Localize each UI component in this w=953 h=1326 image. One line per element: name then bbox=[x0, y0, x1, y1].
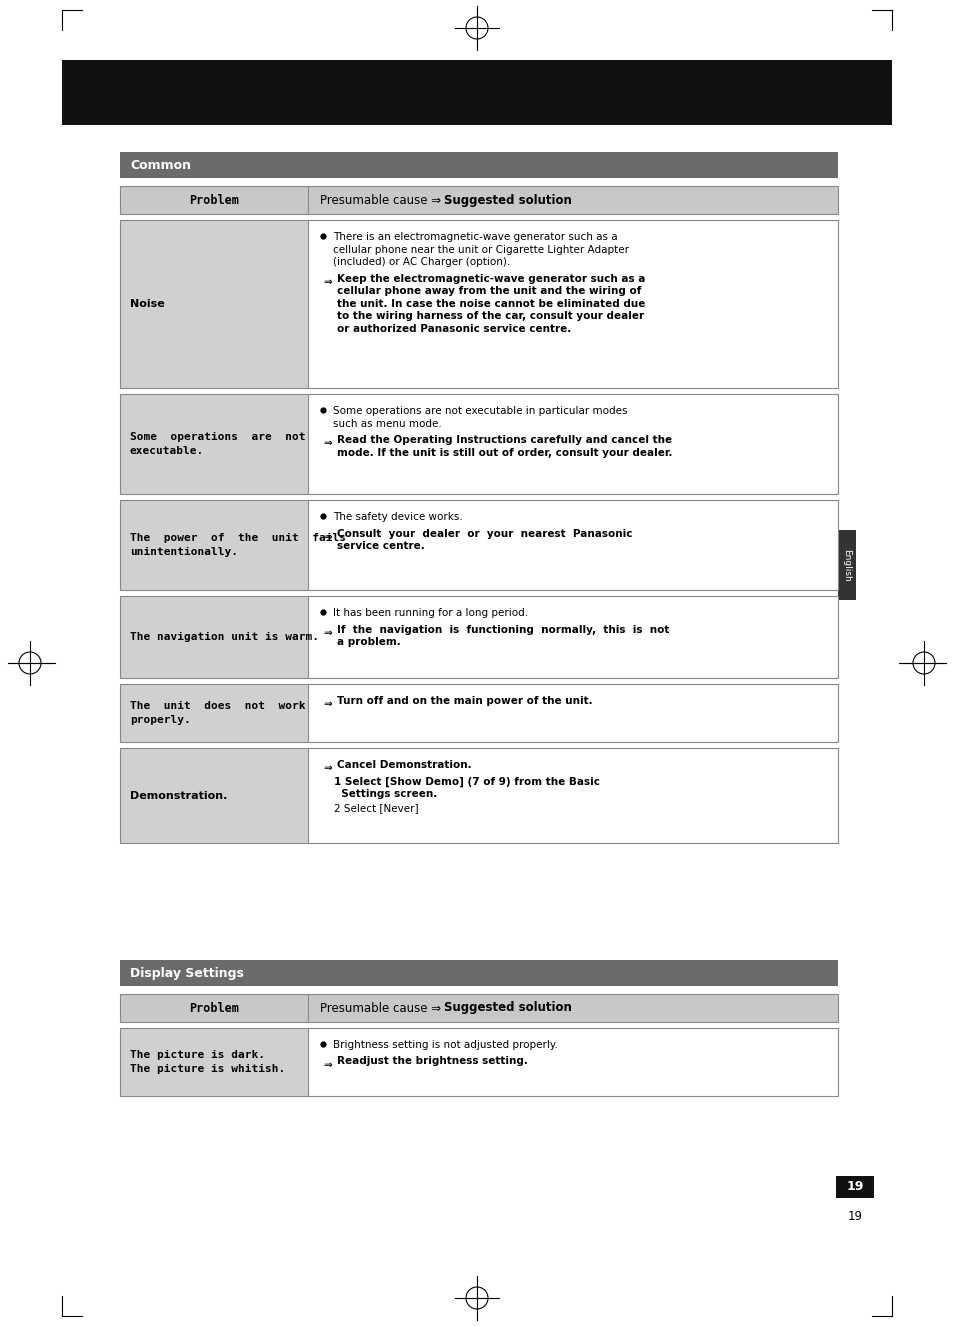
Text: 1 Select [Show Demo] (7 of 9) from the Basic: 1 Select [Show Demo] (7 of 9) from the B… bbox=[334, 777, 599, 786]
Bar bbox=[835, 1176, 873, 1197]
Bar bbox=[120, 595, 308, 678]
Text: Demonstration.: Demonstration. bbox=[130, 790, 227, 801]
Text: Readjust the brightness setting.: Readjust the brightness setting. bbox=[336, 1057, 527, 1066]
Text: Some operations are not executable in particular modes: Some operations are not executable in pa… bbox=[333, 406, 627, 416]
Bar bbox=[120, 1028, 837, 1097]
Text: mode. If the unit is still out of order, consult your dealer.: mode. If the unit is still out of order,… bbox=[336, 447, 672, 457]
Bar bbox=[120, 684, 837, 743]
Text: Problem: Problem bbox=[189, 194, 238, 207]
Bar bbox=[120, 500, 308, 590]
Text: ⇒: ⇒ bbox=[323, 532, 332, 541]
Bar bbox=[120, 994, 837, 1022]
Text: or authorized Panasonic service centre.: or authorized Panasonic service centre. bbox=[336, 324, 571, 334]
Text: The navigation unit is warm.: The navigation unit is warm. bbox=[130, 633, 318, 642]
Text: 19: 19 bbox=[845, 1180, 862, 1193]
Bar bbox=[120, 186, 837, 213]
Text: Turn off and on the main power of the unit.: Turn off and on the main power of the un… bbox=[336, 696, 592, 705]
Text: Display Settings: Display Settings bbox=[130, 967, 244, 980]
Text: such as menu mode.: such as menu mode. bbox=[333, 419, 441, 428]
Text: a problem.: a problem. bbox=[336, 636, 400, 647]
Text: Brightness setting is not adjusted properly.: Brightness setting is not adjusted prope… bbox=[333, 1040, 558, 1050]
Bar bbox=[120, 748, 837, 843]
Text: Keep the electromagnetic-wave generator such as a: Keep the electromagnetic-wave generator … bbox=[336, 273, 644, 284]
Text: cellular phone near the unit or Cigarette Lighter Adapter: cellular phone near the unit or Cigarett… bbox=[333, 244, 628, 255]
Text: If  the  navigation  is  functioning  normally,  this  is  not: If the navigation is functioning normall… bbox=[336, 625, 669, 635]
Bar bbox=[837, 530, 855, 599]
Text: ⇒: ⇒ bbox=[323, 762, 332, 773]
Bar bbox=[120, 500, 837, 590]
Bar bbox=[120, 748, 308, 843]
Bar bbox=[120, 684, 308, 743]
Text: Presumable cause ⇒: Presumable cause ⇒ bbox=[319, 1001, 444, 1014]
Text: Common: Common bbox=[130, 159, 191, 171]
Bar bbox=[120, 220, 837, 389]
Text: Presumable cause ⇒: Presumable cause ⇒ bbox=[319, 194, 444, 207]
Text: 2 Select [Never]: 2 Select [Never] bbox=[334, 804, 418, 813]
Text: ⇒: ⇒ bbox=[323, 1059, 332, 1070]
Bar bbox=[120, 220, 308, 389]
Text: The picture is dark.
The picture is whitish.: The picture is dark. The picture is whit… bbox=[130, 1050, 285, 1074]
Text: There is an electromagnetic-wave generator such as a: There is an electromagnetic-wave generat… bbox=[333, 232, 617, 243]
Text: (included) or AC Charger (option).: (included) or AC Charger (option). bbox=[333, 257, 510, 267]
Text: service centre.: service centre. bbox=[336, 541, 424, 552]
Text: cellular phone away from the unit and the wiring of: cellular phone away from the unit and th… bbox=[336, 286, 640, 296]
Text: Problem: Problem bbox=[189, 1001, 238, 1014]
Text: the unit. In case the noise cannot be eliminated due: the unit. In case the noise cannot be el… bbox=[336, 298, 644, 309]
Text: to the wiring harness of the car, consult your dealer: to the wiring harness of the car, consul… bbox=[336, 312, 643, 321]
Text: It has been running for a long period.: It has been running for a long period. bbox=[333, 609, 528, 618]
Text: English: English bbox=[841, 549, 851, 581]
Text: Suggested solution: Suggested solution bbox=[443, 194, 571, 207]
Bar bbox=[120, 186, 837, 213]
Text: ⇒: ⇒ bbox=[323, 438, 332, 448]
Text: Noise: Noise bbox=[130, 298, 165, 309]
Text: Settings screen.: Settings screen. bbox=[334, 789, 436, 800]
Text: ⇒: ⇒ bbox=[323, 699, 332, 709]
Text: ⇒: ⇒ bbox=[323, 277, 332, 286]
Bar bbox=[62, 60, 891, 125]
Bar bbox=[120, 1028, 308, 1097]
Text: 19: 19 bbox=[846, 1209, 862, 1223]
Text: ⇒: ⇒ bbox=[323, 627, 332, 638]
Text: Suggested solution: Suggested solution bbox=[443, 1001, 571, 1014]
Text: The  unit  does  not  work
properly.: The unit does not work properly. bbox=[130, 701, 305, 725]
Bar bbox=[120, 595, 837, 678]
Bar bbox=[120, 394, 837, 495]
Bar bbox=[120, 152, 837, 178]
Bar bbox=[120, 960, 837, 987]
Text: Some  operations  are  not
executable.: Some operations are not executable. bbox=[130, 432, 305, 456]
Text: The safety device works.: The safety device works. bbox=[333, 512, 462, 522]
Text: The  power  of  the  unit  fails
unintentionally.: The power of the unit fails unintentiona… bbox=[130, 533, 346, 557]
Bar bbox=[120, 394, 308, 495]
Text: Read the Operating Instructions carefully and cancel the: Read the Operating Instructions carefull… bbox=[336, 435, 672, 446]
Text: Cancel Demonstration.: Cancel Demonstration. bbox=[336, 760, 471, 770]
Bar bbox=[120, 994, 837, 1022]
Text: Consult  your  dealer  or  your  nearest  Panasonic: Consult your dealer or your nearest Pana… bbox=[336, 529, 632, 538]
